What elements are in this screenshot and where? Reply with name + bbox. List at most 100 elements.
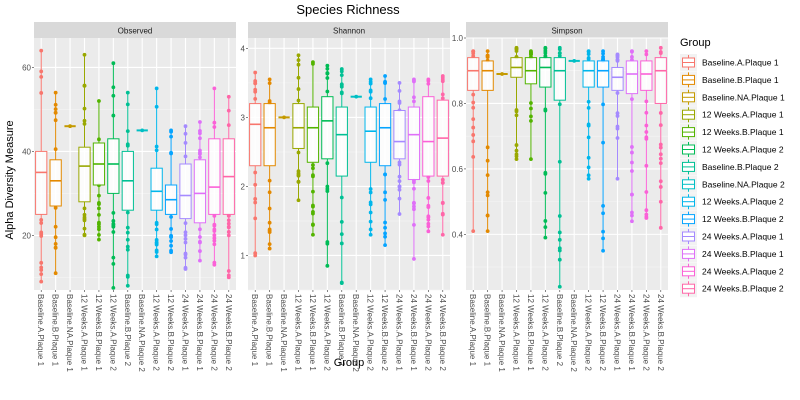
- data-point: [325, 241, 330, 246]
- data-point: [39, 221, 44, 225]
- x-tick-label: 24 Weeks.B.Plaque 2: [438, 294, 447, 371]
- box: [335, 106, 348, 177]
- legend-label: 24 Weeks.B.Plaque 1: [702, 249, 784, 259]
- boxplot-4: [292, 53, 305, 203]
- data-point: [557, 248, 562, 253]
- facet-strip: [248, 22, 450, 38]
- boxplot-8: [350, 94, 362, 99]
- legend-label: 12 Weeks.B.Plaque 1: [702, 127, 784, 137]
- data-point: [212, 238, 217, 243]
- data-point: [226, 218, 231, 223]
- data-point: [311, 173, 315, 178]
- data-point: [644, 49, 649, 53]
- data-point: [267, 190, 272, 195]
- x-tick-label: 12 Weeks.A.Plaque 1: [294, 294, 303, 371]
- data-point: [212, 125, 217, 129]
- data-point: [39, 74, 44, 79]
- data-point: [82, 232, 87, 237]
- data-point: [311, 232, 315, 237]
- boxplot-5: [306, 60, 320, 237]
- legend-item: 12 Weeks.B.Plaque 2: [680, 210, 784, 228]
- legend-item: 12 Weeks.A.Plaque 1: [680, 106, 784, 124]
- data-point: [557, 284, 562, 289]
- data-point: [368, 200, 373, 205]
- boxplot-3: [278, 115, 290, 120]
- data-point: [97, 232, 101, 237]
- data-point: [601, 236, 605, 241]
- box: [364, 106, 377, 163]
- legend: Group Baseline.A.Plaque 1 Baseline.B.Plaq…: [680, 37, 785, 298]
- data-point: [212, 227, 217, 232]
- data-point: [471, 154, 476, 159]
- data-point: [154, 248, 159, 253]
- data-point: [615, 126, 620, 131]
- data-point: [82, 212, 87, 217]
- data-point: [630, 97, 634, 102]
- data-point: [253, 96, 258, 101]
- data-point: [339, 91, 344, 96]
- data-point: [325, 66, 330, 71]
- legend-item: 12 Weeks.A.Plaque 2: [680, 193, 784, 211]
- data-point: [557, 237, 562, 242]
- data-point: [39, 230, 44, 235]
- data-point: [253, 197, 258, 201]
- data-point: [658, 45, 663, 50]
- data-point: [125, 102, 130, 107]
- data-point: [253, 182, 258, 187]
- data-point: [543, 235, 548, 240]
- data-point: [183, 230, 188, 235]
- data-point: [311, 61, 315, 66]
- data-point: [267, 220, 272, 225]
- data-point: [426, 81, 431, 86]
- y-axis-title: Alpha Diversity Measure: [4, 120, 16, 239]
- box: [582, 60, 595, 88]
- data-point: [514, 148, 519, 153]
- legend-label: 12 Weeks.B.Plaque 2: [702, 214, 784, 224]
- data-point: [339, 73, 344, 78]
- data-point: [97, 99, 101, 103]
- data-point: [169, 227, 173, 231]
- legend-label: Baseline.A.Plaque 1: [702, 58, 779, 68]
- data-point: [253, 200, 258, 205]
- box: [249, 103, 262, 167]
- data-point: [426, 78, 431, 83]
- data-point: [557, 51, 562, 56]
- legend-item: 24 Weeks.A.Plaque 1: [680, 228, 784, 245]
- data-point: [53, 235, 58, 240]
- data-point: [82, 118, 87, 123]
- legend-item: 24 Weeks.B.Plaque 2: [680, 280, 784, 298]
- data-point: [253, 216, 258, 221]
- data-point: [586, 173, 591, 178]
- legend-item: Baseline.A.Plaque 1: [680, 54, 779, 71]
- x-tick-label: 24 Weeks.A.Plaque 1: [395, 294, 404, 371]
- x-tick-label: Baseline.B.Plaque 2: [123, 294, 132, 367]
- data-point: [586, 56, 591, 60]
- x-tick-label: 24 Weeks.B.Plaque 2: [224, 294, 233, 371]
- boxplot-8: [136, 128, 148, 133]
- data-point: [644, 123, 649, 128]
- data-point: [514, 143, 519, 147]
- data-point: [125, 210, 130, 215]
- box: [306, 106, 320, 163]
- x-tick-label: 12 Weeks.B.Plaque 2: [380, 294, 389, 371]
- boxplot-14: [654, 45, 667, 230]
- data-point: [111, 93, 116, 98]
- box: [49, 159, 62, 207]
- data-point: [183, 154, 188, 159]
- data-point: [412, 95, 416, 100]
- boxplot-6: [539, 45, 552, 240]
- x-tick-label: 12 Weeks.B.Plaque 2: [166, 294, 175, 371]
- box: [107, 138, 120, 194]
- data-point: [226, 123, 231, 128]
- x-tick-label: Baseline.NA.Plaque 1: [65, 294, 74, 372]
- boxplot-12: [193, 120, 207, 263]
- data-point: [586, 105, 591, 110]
- boxplot-3: [496, 72, 508, 76]
- boxplot-2: [481, 49, 494, 233]
- data-point: [586, 99, 591, 104]
- y-tick-label: 3: [241, 113, 246, 122]
- legend-item: Baseline.NA.Plaque 1: [680, 88, 785, 106]
- data-point: [485, 229, 490, 233]
- data-point: [97, 220, 101, 225]
- data-point: [500, 72, 504, 76]
